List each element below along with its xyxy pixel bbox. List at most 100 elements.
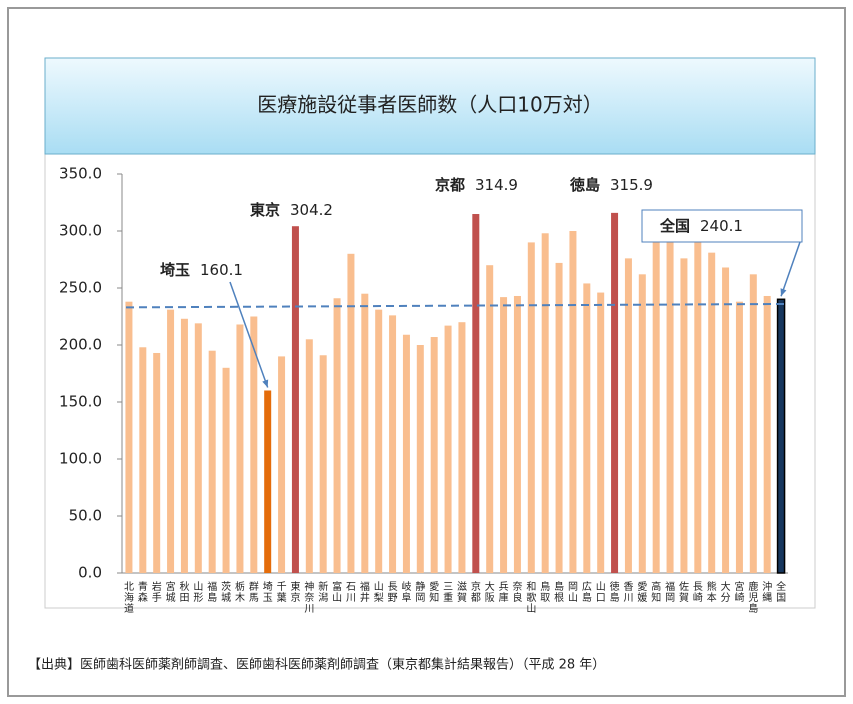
x-tick-label: 三重 xyxy=(443,582,453,604)
x-tick-label: 福島 xyxy=(207,580,217,604)
x-tick-char: 梨 xyxy=(374,591,384,604)
x-tick-char: 島 xyxy=(554,580,564,593)
x-tick-char: 鳥 xyxy=(540,580,550,593)
bar xyxy=(652,236,660,573)
x-tick-char: 富 xyxy=(332,580,342,593)
x-tick-char: 形 xyxy=(193,592,203,604)
bar xyxy=(486,265,494,573)
bar xyxy=(291,226,299,573)
x-tick-char: 兵 xyxy=(499,580,509,593)
x-tick-char: 城 xyxy=(221,592,231,604)
x-tick-char: 国 xyxy=(776,592,786,604)
bar xyxy=(680,258,688,573)
annotation-value: 160.1 xyxy=(200,261,243,279)
x-tick-label: 福井 xyxy=(360,580,370,604)
bar xyxy=(708,252,716,573)
x-tick-char: 奈 xyxy=(512,580,522,593)
bar xyxy=(763,295,771,573)
bar xyxy=(333,298,341,573)
bar xyxy=(250,316,258,573)
x-tick-label: 長野 xyxy=(388,581,398,604)
x-tick-char: 北 xyxy=(124,581,134,593)
x-tick-char: 鹿 xyxy=(748,580,758,593)
x-tick-char: 宮 xyxy=(166,580,176,593)
bar xyxy=(611,212,619,573)
x-tick-char: 馬 xyxy=(249,592,259,604)
y-tick-label: 200.0 xyxy=(59,336,102,354)
annotation-label: 東京 xyxy=(250,201,280,219)
bar xyxy=(194,323,202,573)
x-tick-char: 良 xyxy=(512,591,522,604)
x-tick-char: 縄 xyxy=(762,591,772,604)
x-tick-label: 群馬 xyxy=(249,580,259,604)
bar xyxy=(555,262,563,573)
x-tick-label: 全国 xyxy=(776,580,786,604)
x-tick-char: 宮 xyxy=(734,580,744,593)
x-tick-label: 長崎 xyxy=(693,581,703,604)
x-tick-label: 奈良 xyxy=(512,580,522,604)
x-tick-char: 滋 xyxy=(457,580,467,593)
bar xyxy=(527,242,535,573)
bar xyxy=(472,214,480,573)
x-tick-char: 青 xyxy=(138,580,148,593)
annotation: 埼玉 160.1 xyxy=(160,261,243,279)
x-tick-label: 京都 xyxy=(471,580,481,604)
annotation-value: 304.2 xyxy=(290,201,333,219)
x-tick-char: 福 xyxy=(665,580,675,593)
annotation-value: 315.9 xyxy=(610,176,653,194)
chart-title: 医療施設従事者医師数（人口10万対） xyxy=(257,93,602,117)
x-tick-char: 島 xyxy=(582,591,592,604)
bar xyxy=(541,233,549,573)
x-tick-char: 京 xyxy=(290,591,300,604)
x-tick-label: 新潟 xyxy=(318,580,328,604)
average-line xyxy=(125,302,785,309)
x-tick-char: 愛 xyxy=(637,580,647,593)
x-tick-label: 高知 xyxy=(651,580,661,604)
x-tick-char: 秋 xyxy=(179,580,189,593)
source: 【出典】医師歯科医師薬剤師調査、医師歯科医師薬剤師調査（東京都集計結果報告）（平… xyxy=(28,657,605,673)
x-tick-char: 東 xyxy=(290,580,300,593)
x-tick-char: 手 xyxy=(152,591,162,604)
bar xyxy=(180,318,188,573)
x-tick-char: 大 xyxy=(485,580,495,593)
bar xyxy=(236,324,244,573)
x-tick-label: 香川 xyxy=(623,581,633,604)
x-tick-label: 東京 xyxy=(290,580,300,604)
x-tick-char: 栃 xyxy=(235,580,245,593)
x-tick-label: 岩手 xyxy=(152,580,162,604)
bar xyxy=(139,347,147,573)
x-tick-char: 口 xyxy=(596,593,606,604)
x-tick-char: 佐 xyxy=(679,581,689,593)
bar xyxy=(153,352,161,573)
x-tick-char: 岩 xyxy=(152,580,162,593)
bar xyxy=(264,390,272,573)
bar xyxy=(597,292,605,573)
bar xyxy=(735,301,743,573)
x-tick-char: 神 xyxy=(304,580,314,593)
x-tick-char: 京 xyxy=(471,580,481,593)
x-tick-char: 知 xyxy=(429,591,439,604)
x-tick-label: 大分 xyxy=(721,580,731,604)
bar xyxy=(776,298,786,574)
x-tick-char: 香 xyxy=(623,581,633,593)
x-tick-char: 本 xyxy=(707,591,717,604)
x-tick-label: 鳥取 xyxy=(540,580,550,604)
y-tick-label: 0.0 xyxy=(78,564,102,582)
annotation-box xyxy=(641,209,803,243)
x-tick-char: 川 xyxy=(346,593,356,604)
x-tick-char: 石 xyxy=(346,582,356,593)
x-tick-char: 崎 xyxy=(734,591,744,604)
x-tick-char: 静 xyxy=(415,580,425,593)
x-tick-label: 和歌山 xyxy=(526,581,536,615)
x-tick-char: 媛 xyxy=(637,591,647,604)
x-tick-char: 島 xyxy=(207,591,217,604)
x-tick-char: 賀 xyxy=(679,592,689,604)
bar xyxy=(666,238,674,574)
x-tick-char: 山 xyxy=(193,581,203,593)
annotation-value: 314.9 xyxy=(475,176,518,194)
x-tick-label: 千葉 xyxy=(277,581,287,604)
x-tick-char: 知 xyxy=(651,591,661,604)
x-tick-char: 崎 xyxy=(693,591,703,604)
x-tick-char: 森 xyxy=(138,591,148,604)
x-tick-char: 島 xyxy=(610,591,620,604)
